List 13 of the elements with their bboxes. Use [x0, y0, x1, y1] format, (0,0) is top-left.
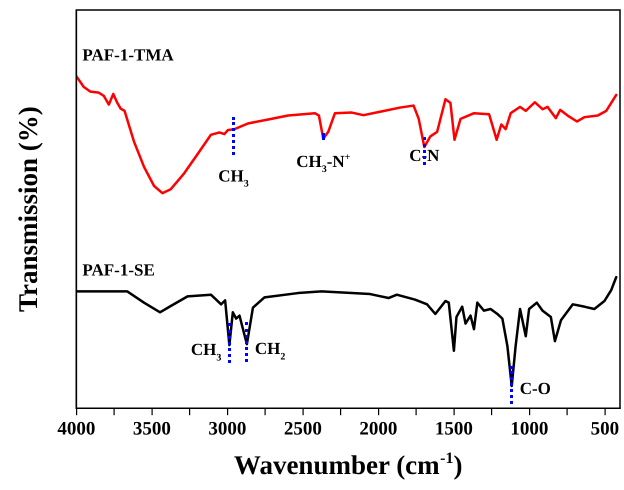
y-axis-title: Transmission (%): [13, 106, 44, 312]
x-tick-label: 4000: [57, 418, 96, 440]
x-tick-label: 2500: [284, 418, 322, 440]
x-tick-label: 1500: [434, 418, 473, 440]
x-tick-label: 3500: [132, 418, 171, 440]
annotation: C-N: [409, 146, 440, 166]
x-tick-label: 500: [590, 418, 620, 440]
annotation: C-O: [520, 378, 551, 398]
series-label: PAF-1-SE: [82, 260, 155, 280]
x-tick-label: 2000: [359, 418, 398, 440]
series-label: PAF-1-TMA: [82, 45, 174, 64]
x-tick-label: 3000: [208, 418, 246, 440]
x-tick-label: 1000: [510, 418, 548, 440]
